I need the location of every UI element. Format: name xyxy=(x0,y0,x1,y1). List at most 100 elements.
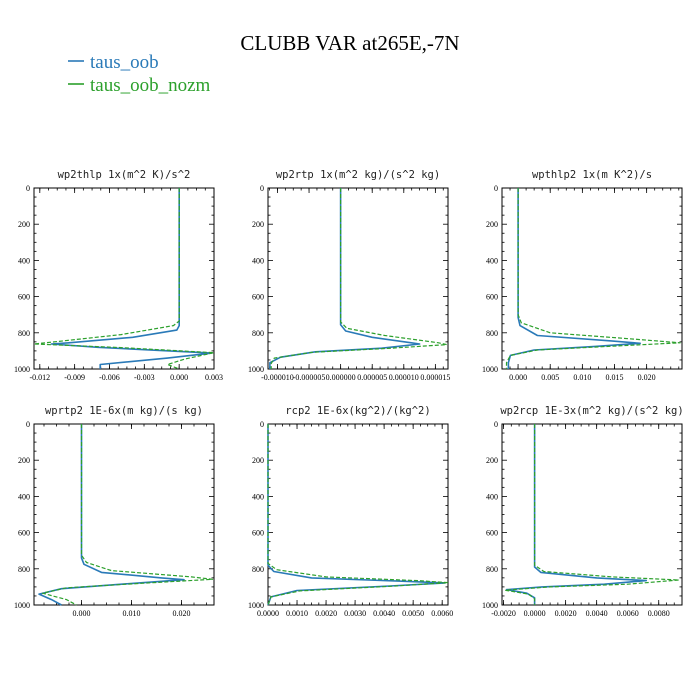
x-tick-label: 0.0000 xyxy=(524,609,546,618)
y-tick-label: 600 xyxy=(486,529,498,538)
series-line-taus-oob-nozm xyxy=(33,188,215,370)
y-tick-label: 200 xyxy=(18,456,30,465)
x-tick-label: 0.005 xyxy=(541,373,559,382)
series-line-taus-oob-nozm xyxy=(41,424,214,606)
y-tick-label: 1000 xyxy=(248,365,264,374)
y-tick-label: 1000 xyxy=(482,601,498,610)
panel-2: wp2rtp 1x(m^2 kg)/(s^2 kg) 0 200 400 600 800 1… xyxy=(248,169,450,382)
legend-label-taus-oob-nozm: taus_oob_nozm xyxy=(90,75,211,96)
panel-6: wp2rcp 1E-3x(m^2 kg)/(s^2 kg)0 200 400 600 8… xyxy=(482,405,684,618)
x-tick-label: 0.000 xyxy=(509,373,527,382)
y-tick-label: 200 xyxy=(486,220,498,229)
series-line-taus-oob xyxy=(507,188,641,369)
y-tick-label: 400 xyxy=(486,256,498,265)
y-tick-label: 1000 xyxy=(482,365,498,374)
x-tick-label: 0.010 xyxy=(123,609,141,618)
plot-frame xyxy=(33,187,215,370)
plot-frame xyxy=(267,187,449,370)
y-tick-label: 400 xyxy=(18,492,30,501)
y-tick-label: 600 xyxy=(252,529,264,538)
legend-label-taus-oob: taus_oob xyxy=(90,52,159,73)
figure-title: CLUBB VAR at265E,-7N xyxy=(240,31,459,55)
series-line-taus-oob xyxy=(50,188,213,369)
y-tick-label: 0 xyxy=(494,184,498,193)
x-tick-label: -0.009 xyxy=(64,373,85,382)
x-tick-label: -0.012 xyxy=(29,373,50,382)
x-tick-label: 0.020 xyxy=(173,609,191,618)
x-tick-label: 0.000 xyxy=(170,373,188,382)
y-tick-label: 600 xyxy=(18,529,30,538)
x-tick-label: 0.010 xyxy=(573,373,591,382)
y-tick-label: 0 xyxy=(26,184,30,193)
x-tick-label: 0.000 xyxy=(73,609,91,618)
y-tick-label: 400 xyxy=(486,492,498,501)
series-line-taus-oob-nozm xyxy=(505,188,681,369)
y-tick-label: 800 xyxy=(252,329,264,338)
x-tick-label: -0.000010 xyxy=(261,373,294,382)
x-tick-label: 0.0080 xyxy=(648,609,670,618)
x-tick-label: 0.0010 xyxy=(286,609,308,618)
x-tick-label: 0.000015 xyxy=(420,373,450,382)
x-tick-label: 0.020 xyxy=(638,373,656,382)
series-line-taus-oob-nozm xyxy=(267,424,449,606)
plot-frame xyxy=(501,187,683,370)
y-tick-label: 600 xyxy=(18,293,30,302)
y-tick-label: 0 xyxy=(26,420,30,429)
panel-4: wprtp2 1E-6x(m kg)/(s kg) 0 200 400 600 800 10… xyxy=(14,405,215,618)
x-tick-label: 0.0040 xyxy=(586,609,608,618)
x-tick-label: 0.000010 xyxy=(389,373,419,382)
y-tick-label: 1000 xyxy=(248,601,264,610)
x-tick-label: 0.0060 xyxy=(617,609,639,618)
y-tick-label: 800 xyxy=(18,565,30,574)
y-tick-label: 800 xyxy=(18,329,30,338)
y-tick-label: 400 xyxy=(18,256,30,265)
panel-title: rcp2 1E-6x(kg^2)/(kg^2) xyxy=(285,405,430,417)
plot-frame xyxy=(33,423,215,606)
y-tick-label: 400 xyxy=(252,256,264,265)
y-tick-label: 1000 xyxy=(14,365,30,374)
x-tick-label: 0.000000 xyxy=(326,373,356,382)
x-tick-label: 0.015 xyxy=(606,373,624,382)
panel-title: wpthlp2 1x(m K^2)/s xyxy=(532,169,652,181)
x-tick-label: 0.0020 xyxy=(555,609,577,618)
y-tick-label: 0 xyxy=(260,184,264,193)
y-tick-label: 200 xyxy=(486,456,498,465)
panel-1: wp2thlp 1x(m^2 K)/s^202004006008001000-0… xyxy=(14,169,223,382)
series-line-taus-oob xyxy=(269,188,421,369)
panel-title: wp2rtp 1x(m^2 kg)/(s^2 kg) xyxy=(276,169,440,181)
x-tick-label: -0.0020 xyxy=(491,609,516,618)
panel-title: wprtp2 1E-6x(m kg)/(s kg) xyxy=(45,405,203,417)
y-tick-label: 200 xyxy=(252,220,264,229)
y-tick-label: 800 xyxy=(486,565,498,574)
x-tick-label: 0.0030 xyxy=(344,609,366,618)
x-tick-label: 0.0060 xyxy=(431,609,453,618)
x-tick-label: 0.0050 xyxy=(402,609,424,618)
y-tick-label: 400 xyxy=(252,492,264,501)
panel-3: wpthlp2 1x(m K^2)/s 0 200 400 600 800 1000 0.00… xyxy=(482,169,683,382)
panel-title: wp2thlp 1x(m^2 K)/s^2 xyxy=(58,169,191,181)
x-tick-label: -0.006 xyxy=(99,373,120,382)
y-tick-label: 0 xyxy=(494,420,498,429)
legend: taus_oob taus_oob_nozm xyxy=(68,52,211,96)
x-tick-label: -0.000005 xyxy=(293,373,326,382)
y-tick-label: 1000 xyxy=(14,601,30,610)
panels: wp2thlp 1x(m^2 K)/s^202004006008001000-0… xyxy=(14,169,684,618)
series-line-taus-oob-nozm xyxy=(270,188,448,369)
y-tick-label: 0 xyxy=(260,420,264,429)
series-line-taus-oob-nozm xyxy=(504,424,680,605)
y-tick-label: 600 xyxy=(252,293,264,302)
x-tick-label: 0.0000 xyxy=(257,609,279,618)
y-tick-label: 600 xyxy=(486,293,498,302)
x-tick-label: 0.0020 xyxy=(315,609,337,618)
x-tick-label: 0.000005 xyxy=(357,373,387,382)
y-tick-label: 800 xyxy=(486,329,498,338)
panel-5: rcp2 1E-6x(kg^2)/(kg^2) 0 200 400 600 800 1000… xyxy=(248,405,453,618)
y-tick-label: 800 xyxy=(252,565,264,574)
series-line-taus-oob xyxy=(38,424,185,606)
x-tick-label: -0.003 xyxy=(134,373,155,382)
panel-title: wp2rcp 1E-3x(m^2 kg)/(s^2 kg) xyxy=(500,405,683,417)
y-tick-label: 200 xyxy=(18,220,30,229)
y-tick-label: 200 xyxy=(252,456,264,465)
x-tick-label: 0.003 xyxy=(205,373,223,382)
